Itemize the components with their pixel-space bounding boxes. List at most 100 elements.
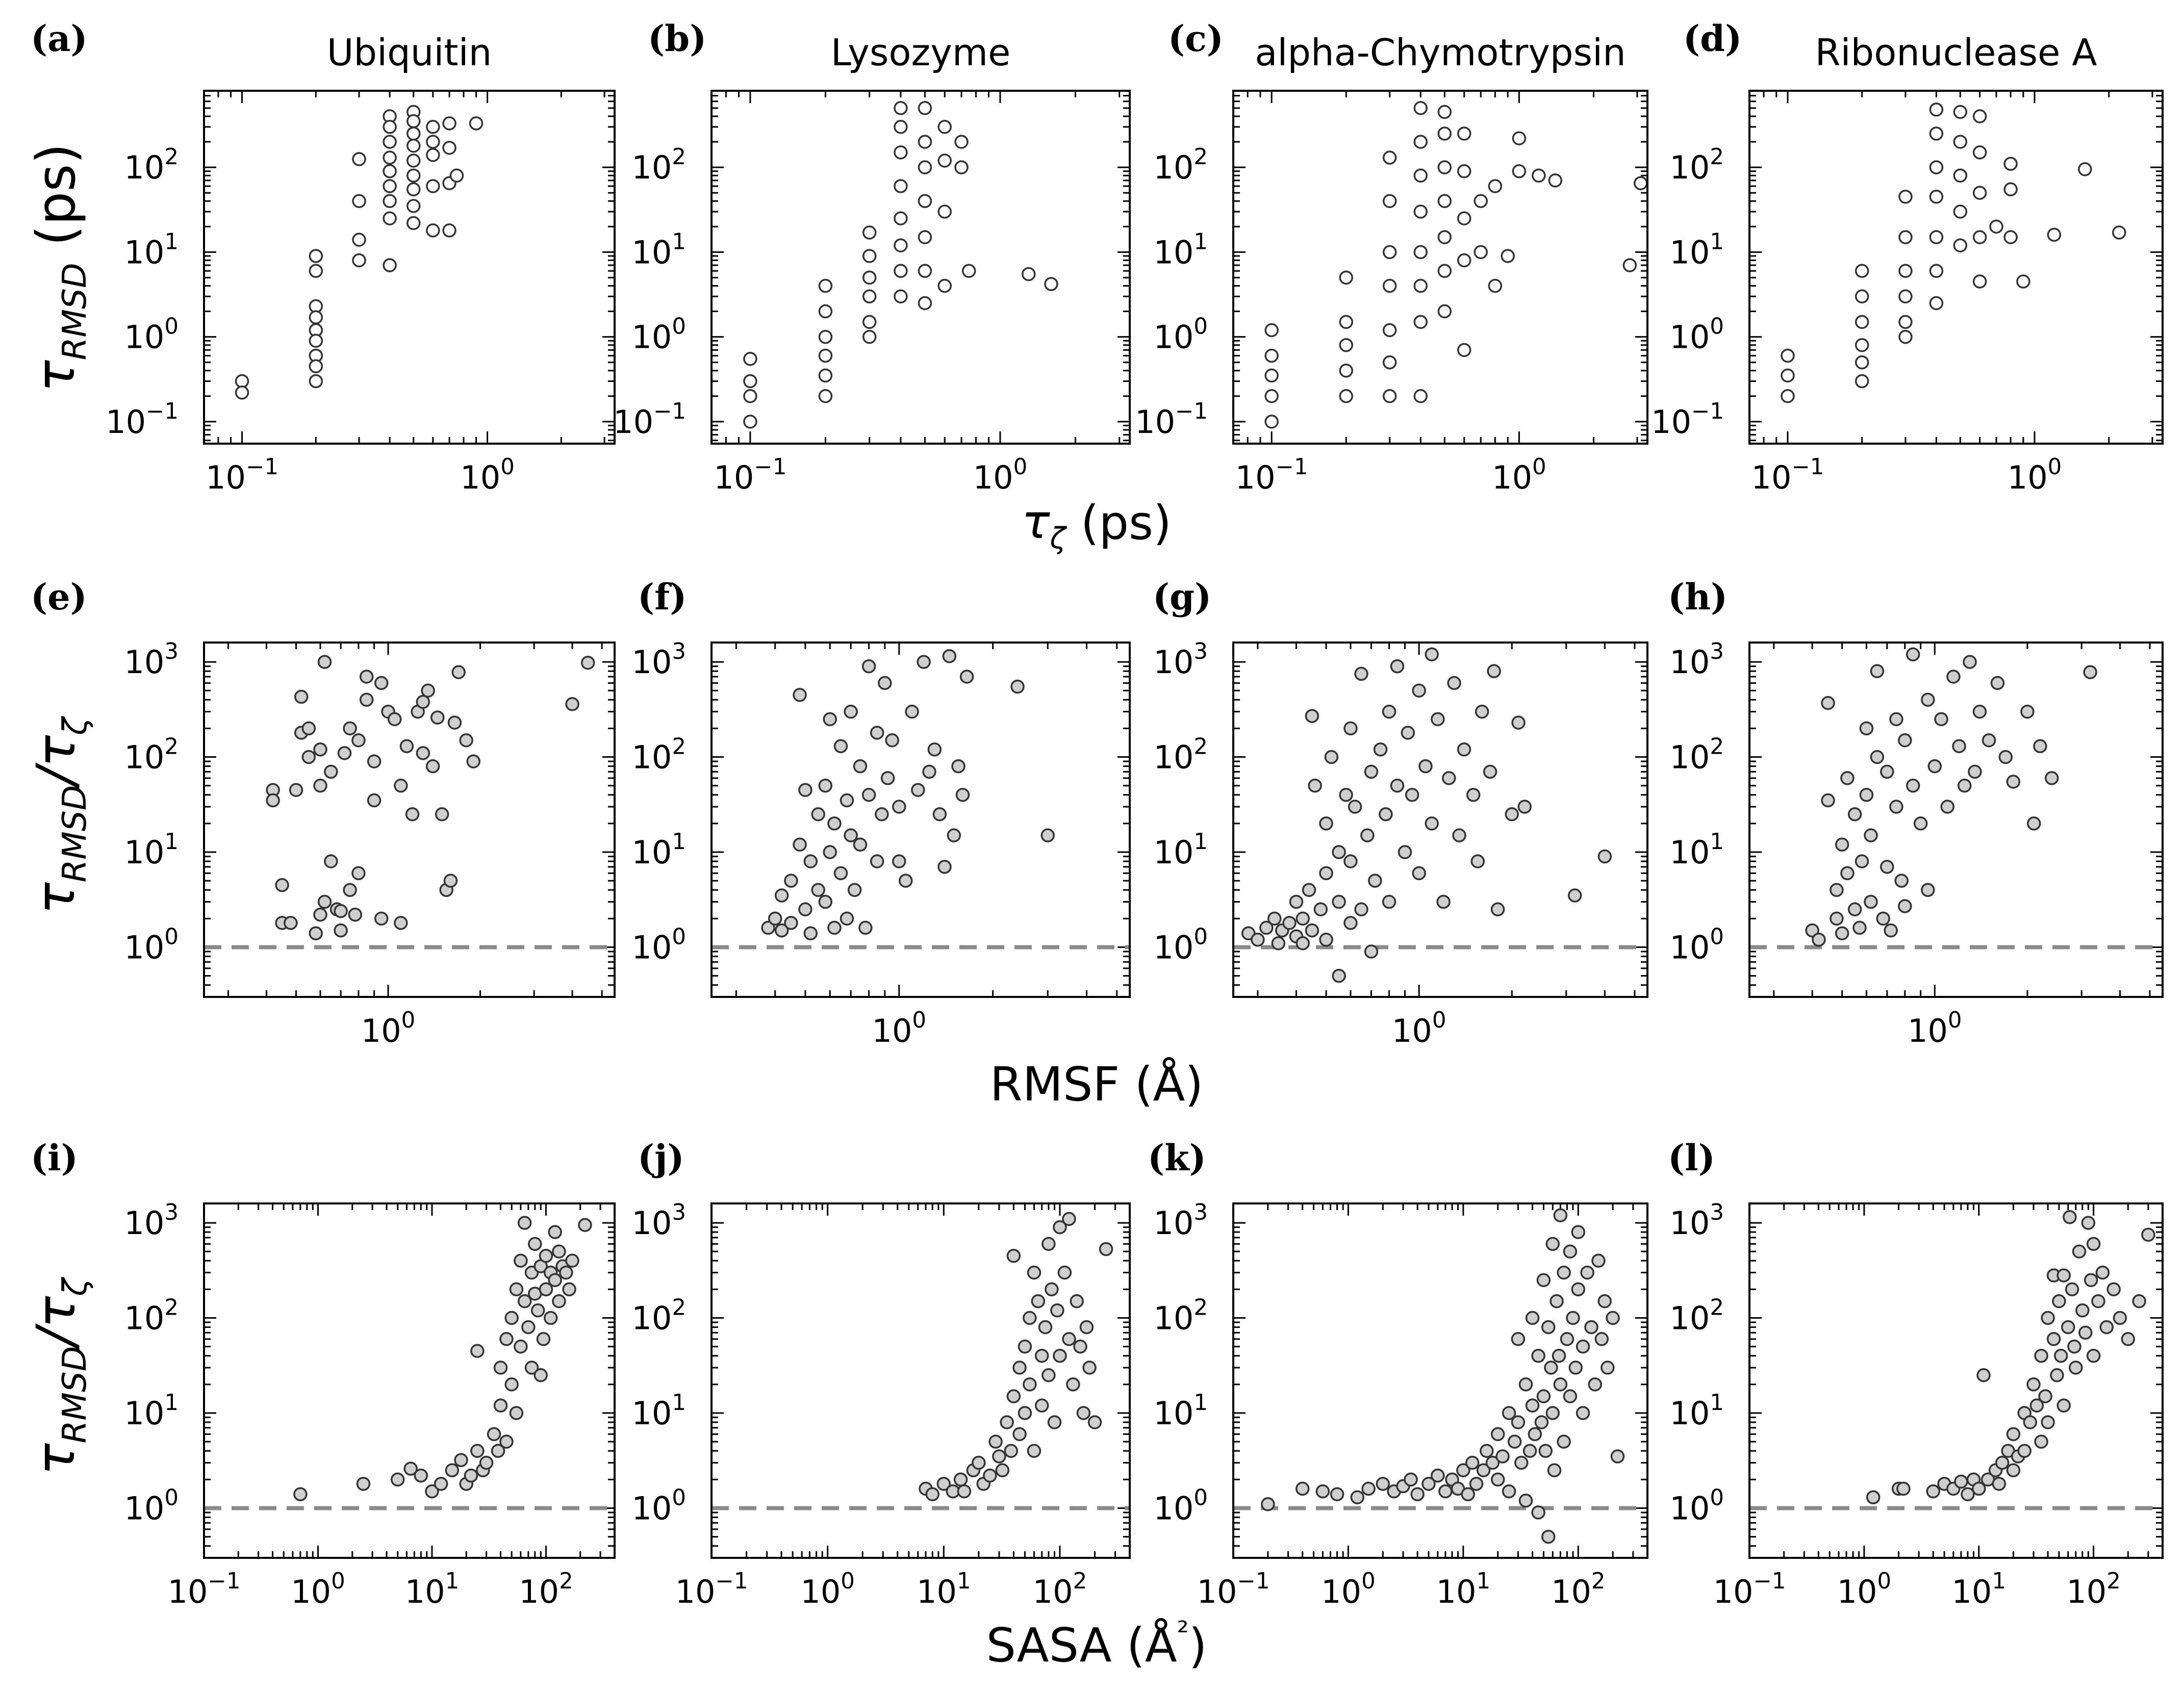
data-point xyxy=(1437,126,1452,141)
data-point xyxy=(1597,1294,1612,1308)
data-point xyxy=(743,352,757,366)
data-point xyxy=(833,739,848,754)
data-point xyxy=(1027,1444,1042,1458)
data-point xyxy=(351,733,366,748)
data-point xyxy=(313,907,327,922)
data-point xyxy=(898,874,913,888)
data-point xyxy=(426,179,440,193)
data-point xyxy=(1438,1484,1453,1499)
data-point xyxy=(1053,1220,1067,1235)
data-point xyxy=(451,665,466,679)
data-point xyxy=(470,1344,485,1358)
data-point xyxy=(1896,1481,1911,1496)
y-tick-label: 10−1 xyxy=(1651,399,1724,441)
data-point xyxy=(892,854,906,868)
data-point xyxy=(539,1248,553,1263)
panel-label: (h) xyxy=(1668,576,1728,618)
data-points xyxy=(235,105,484,400)
data-point xyxy=(1425,816,1439,831)
data-point xyxy=(932,807,947,822)
ticks xyxy=(1749,643,2163,998)
data-point xyxy=(2041,1415,2055,1429)
data-point xyxy=(536,1332,551,1346)
data-point xyxy=(2075,1303,2090,1318)
data-point xyxy=(2065,1282,2079,1297)
data-point xyxy=(359,670,374,684)
data-point xyxy=(1457,742,1471,757)
data-point xyxy=(1781,389,1795,403)
data-point xyxy=(1880,764,1894,779)
data-point xyxy=(1425,647,1439,662)
data-point xyxy=(1511,1415,1526,1429)
data-point xyxy=(1781,348,1795,363)
data-point xyxy=(407,182,421,197)
x-tick-label: 100 xyxy=(973,454,1028,496)
data-point xyxy=(352,233,366,247)
data-point xyxy=(1507,1434,1522,1449)
y-tick-label: 100 xyxy=(1669,925,1724,966)
data-point xyxy=(1972,186,1987,200)
data-point xyxy=(504,1377,519,1392)
data-point xyxy=(1390,659,1405,674)
data-point xyxy=(743,415,757,429)
y-tick-label: 100 xyxy=(1153,1485,1208,1527)
y-tick-label: 101 xyxy=(1669,1390,1724,1432)
x-tick-label: 10−1 xyxy=(168,1569,241,1610)
panel-f: 100 100 101 102 103 (f) xyxy=(631,576,1131,1049)
data-point xyxy=(861,787,876,802)
x-tick-label: 100 xyxy=(872,1008,927,1049)
data-point xyxy=(2063,1210,2077,1224)
data-point xyxy=(1972,109,1987,123)
data-point xyxy=(1079,1320,1094,1334)
data-point xyxy=(407,168,421,183)
data-point xyxy=(811,807,825,822)
data-point xyxy=(1534,1415,1549,1429)
y-tick-label: 101 xyxy=(124,829,179,871)
data-point xyxy=(1512,131,1527,145)
data-point xyxy=(1264,348,1279,363)
data-point xyxy=(1571,1225,1586,1239)
data-point xyxy=(1601,1361,1615,1375)
data-point xyxy=(1012,1427,1027,1442)
data-point xyxy=(407,216,421,230)
data-point xyxy=(1953,204,1968,219)
data-point xyxy=(1488,179,1503,193)
data-point xyxy=(1332,894,1346,909)
data-point xyxy=(1889,800,1903,814)
data-point xyxy=(1953,168,1968,183)
data-point xyxy=(1821,793,1835,808)
y-tick-label: 102 xyxy=(124,734,179,776)
data-point xyxy=(352,152,366,166)
data-point xyxy=(942,649,957,663)
data-point xyxy=(1050,1303,1064,1318)
data-point xyxy=(1505,807,1519,822)
data-point xyxy=(2050,1368,2064,1382)
data-point xyxy=(1545,1237,1560,1251)
data-point xyxy=(351,866,366,881)
data-points xyxy=(266,655,595,940)
data-point xyxy=(2047,227,2062,242)
data-point xyxy=(2006,1463,2021,1478)
data-point xyxy=(1490,1427,1505,1442)
data-points xyxy=(919,1212,1113,1501)
data-point xyxy=(337,746,352,760)
data-point xyxy=(1929,102,1944,117)
data-point xyxy=(1062,1212,1076,1226)
data-point xyxy=(1404,1472,1418,1487)
data-point xyxy=(894,264,908,278)
y-axis-title-row2: τRMSD/τζ xyxy=(24,715,94,914)
data-point xyxy=(853,759,868,774)
data-point xyxy=(972,1455,986,1470)
data-point xyxy=(2026,816,2041,831)
panel-e: 100 100 101 102 103 (e) xyxy=(31,576,616,1049)
data-point xyxy=(1490,1472,1505,1487)
data-point xyxy=(426,135,440,149)
data-point xyxy=(313,742,327,757)
data-point xyxy=(2086,1348,2101,1363)
data-point xyxy=(803,926,818,940)
data-point xyxy=(1548,173,1563,188)
data-point xyxy=(275,878,289,892)
data-point xyxy=(1437,105,1452,119)
data-point xyxy=(1413,204,1428,219)
data-point xyxy=(487,1427,501,1442)
